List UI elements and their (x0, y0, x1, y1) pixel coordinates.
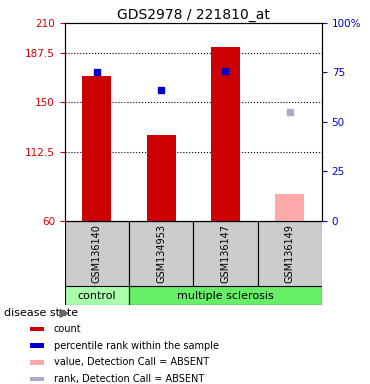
Text: rank, Detection Call = ABSENT: rank, Detection Call = ABSENT (54, 374, 204, 384)
Text: control: control (78, 291, 116, 301)
Text: disease state: disease state (4, 308, 78, 318)
Bar (65, 221, 129, 286)
Bar (83, 76, 111, 221)
Bar (211, 47, 240, 221)
Text: GSM136147: GSM136147 (221, 224, 231, 283)
Bar (30, 376, 44, 381)
Text: count: count (54, 324, 81, 334)
Bar (30, 343, 44, 348)
Text: percentile rank within the sample: percentile rank within the sample (54, 341, 219, 351)
Text: GSM134953: GSM134953 (156, 224, 166, 283)
Bar (129, 286, 322, 305)
Bar (30, 360, 44, 365)
Bar (65, 286, 129, 305)
Bar (258, 221, 322, 286)
Text: GSM136149: GSM136149 (285, 224, 295, 283)
Bar (30, 326, 44, 331)
Bar (275, 194, 304, 221)
Text: multiple sclerosis: multiple sclerosis (177, 291, 274, 301)
Bar (129, 221, 194, 286)
Bar (147, 135, 176, 221)
Title: GDS2978 / 221810_at: GDS2978 / 221810_at (117, 8, 270, 22)
Bar (194, 221, 258, 286)
Text: GSM136140: GSM136140 (92, 224, 102, 283)
Text: value, Detection Call = ABSENT: value, Detection Call = ABSENT (54, 358, 209, 367)
